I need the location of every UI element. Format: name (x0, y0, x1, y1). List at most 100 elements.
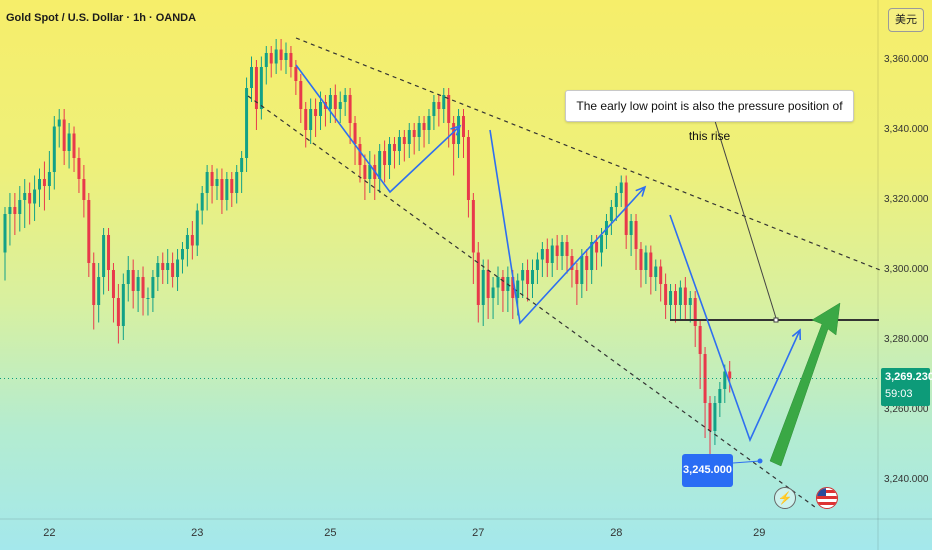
candle[interactable] (609, 200, 613, 235)
candle[interactable] (180, 242, 184, 274)
candle[interactable] (190, 221, 194, 260)
candle[interactable] (486, 259, 490, 320)
candle[interactable] (476, 242, 480, 323)
candle[interactable] (323, 95, 327, 127)
candle[interactable] (102, 228, 106, 295)
candle[interactable] (225, 172, 229, 211)
candle[interactable] (580, 249, 584, 298)
candle[interactable] (531, 259, 535, 299)
candle[interactable] (585, 249, 589, 291)
candle[interactable] (57, 109, 61, 148)
candle[interactable] (654, 259, 658, 292)
candle[interactable] (289, 46, 293, 78)
candle[interactable] (575, 263, 579, 305)
candle[interactable] (28, 182, 32, 225)
candle[interactable] (47, 151, 51, 200)
candle[interactable] (629, 214, 633, 256)
candle[interactable] (185, 228, 189, 267)
candle[interactable] (708, 396, 712, 463)
candle[interactable] (274, 39, 278, 74)
candle[interactable] (624, 175, 628, 250)
candle[interactable] (240, 151, 244, 193)
candle[interactable] (358, 137, 362, 183)
candle[interactable] (521, 263, 525, 298)
candle[interactable] (205, 165, 209, 211)
candle[interactable] (703, 347, 707, 438)
candle[interactable] (535, 252, 539, 285)
annotation-callout[interactable]: The early low point is also the pressure… (565, 90, 854, 143)
candle[interactable] (634, 214, 638, 270)
candle[interactable] (526, 259, 530, 302)
candle[interactable] (166, 249, 170, 284)
candle[interactable] (87, 193, 91, 277)
candle[interactable] (471, 193, 475, 284)
candle[interactable] (77, 147, 81, 194)
candle[interactable] (614, 186, 618, 221)
candle[interactable] (279, 39, 283, 71)
candle[interactable] (378, 144, 382, 193)
candle[interactable] (560, 235, 564, 270)
candle[interactable] (545, 238, 549, 278)
candle[interactable] (245, 77, 249, 173)
candle[interactable] (343, 88, 347, 116)
candle[interactable] (461, 109, 465, 158)
candle[interactable] (121, 273, 125, 341)
candle[interactable] (62, 109, 66, 165)
candle[interactable] (259, 56, 263, 120)
candle[interactable] (284, 42, 288, 75)
candle[interactable] (215, 168, 219, 201)
candle[interactable] (664, 273, 668, 320)
candle[interactable] (442, 88, 446, 123)
candle[interactable] (333, 84, 337, 124)
candle[interactable] (388, 137, 392, 179)
candle[interactable] (97, 263, 101, 323)
candle[interactable] (728, 361, 732, 393)
candle[interactable] (673, 284, 677, 323)
candle[interactable] (373, 154, 377, 201)
bullish-arrow[interactable] (769, 302, 841, 467)
candle[interactable] (407, 123, 411, 158)
candle[interactable] (417, 116, 421, 151)
candle[interactable] (348, 88, 352, 144)
candle[interactable] (299, 74, 303, 123)
candle[interactable] (383, 140, 387, 183)
candle[interactable] (437, 95, 441, 127)
candle[interactable] (67, 123, 71, 169)
candle[interactable] (264, 46, 268, 85)
candle[interactable] (338, 91, 342, 124)
candle[interactable] (644, 245, 648, 285)
projection-path[interactable] (295, 64, 461, 194)
drawings-group[interactable] (0, 37, 881, 508)
candle[interactable] (590, 235, 594, 284)
candle[interactable] (116, 284, 120, 344)
candle[interactable] (82, 165, 86, 218)
candle[interactable] (678, 280, 682, 320)
candle[interactable] (570, 249, 574, 288)
candle[interactable] (314, 98, 318, 138)
candle[interactable] (304, 102, 308, 148)
candle[interactable] (141, 266, 145, 316)
candle[interactable] (151, 270, 155, 312)
candle[interactable] (550, 238, 554, 278)
candle[interactable] (713, 396, 717, 445)
candle[interactable] (131, 259, 135, 309)
candle[interactable] (72, 126, 76, 173)
candle[interactable] (491, 277, 495, 319)
candle[interactable] (604, 214, 608, 249)
candle[interactable] (353, 116, 357, 165)
candle[interactable] (506, 266, 510, 313)
lower-trendline[interactable] (247, 95, 816, 508)
upper-trendline[interactable] (295, 37, 881, 271)
candle[interactable] (156, 256, 160, 291)
candle[interactable] (33, 175, 37, 222)
projection-path[interactable] (669, 214, 801, 443)
candle[interactable] (501, 270, 505, 312)
candle[interactable] (210, 165, 214, 204)
candle[interactable] (392, 137, 396, 169)
candles-group[interactable] (3, 39, 732, 463)
candle[interactable] (639, 242, 643, 288)
candle[interactable] (52, 116, 56, 190)
candle[interactable] (496, 266, 500, 306)
candle[interactable] (397, 130, 401, 165)
